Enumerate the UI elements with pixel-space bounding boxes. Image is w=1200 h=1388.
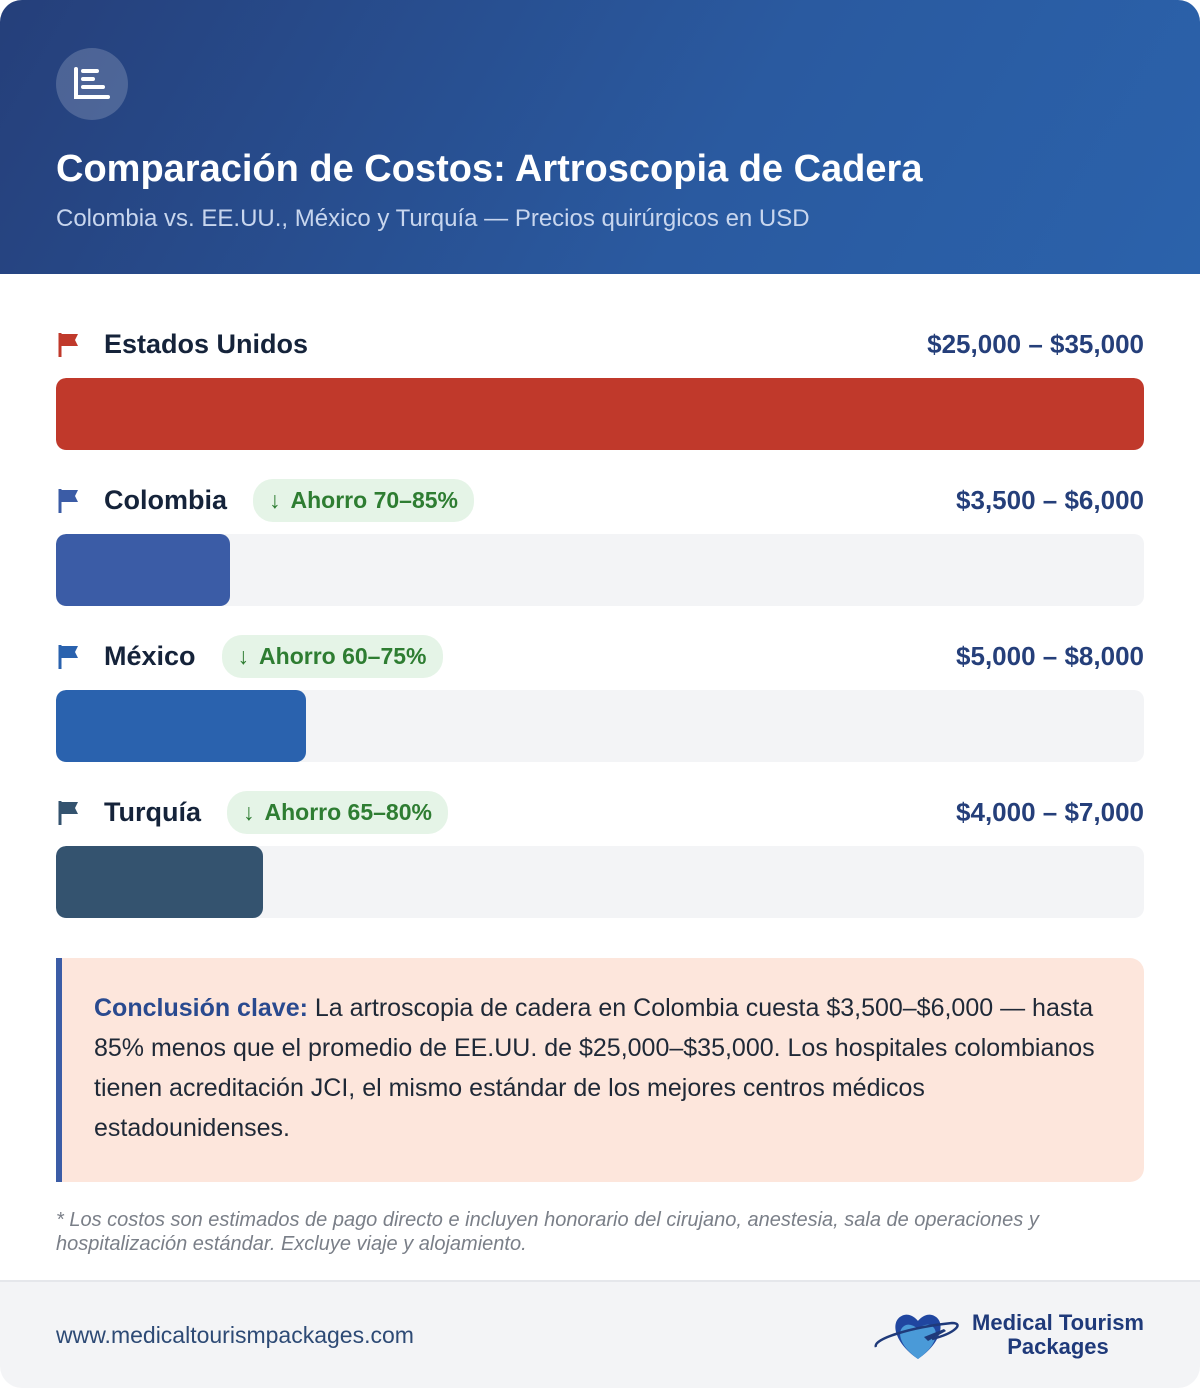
price-label: $5,000 – $8,000	[956, 640, 1144, 671]
conclusion-text: La artroscopia de cadera en Colombia cue…	[94, 994, 1095, 1142]
chart-rows: Estados Unidos $25,000 – $35,000 Colombia ↓…	[0, 274, 1200, 918]
website-link[interactable]: www.medicaltourismpackages.com	[56, 1321, 414, 1348]
price-label: $3,500 – $6,000	[956, 484, 1144, 515]
flag-icon	[58, 333, 78, 357]
bar	[56, 846, 263, 918]
country-label: Estados Unidos	[104, 328, 309, 359]
bar	[56, 690, 307, 762]
bar-chart-icon	[56, 48, 128, 120]
heart-plane-logo-icon	[874, 1314, 959, 1359]
arrow-down-icon: ↓	[269, 486, 281, 513]
savings-text: Ahorro 65–80%	[264, 798, 432, 825]
savings-badge: ↓ Ahorro 65–80%	[227, 790, 448, 834]
arrow-down-icon: ↓	[237, 642, 250, 669]
price-label: $25,000 – $35,000	[927, 328, 1144, 359]
bar-row: México ↓ Ahorro 60–75% $5,000 – $8,000	[56, 634, 1144, 762]
bar-track	[56, 846, 1144, 918]
bar	[56, 534, 231, 606]
footer: www.medicaltourismpackages.com Medical T…	[0, 1280, 1200, 1388]
logo-line1: Medical Tourism	[972, 1310, 1144, 1335]
footnote: * Los costos son estimados de pago direc…	[56, 1209, 1039, 1255]
flag-icon	[58, 489, 78, 513]
bar-row: Colombia ↓ Ahorro 70–85% $3,500 – $6,000	[56, 478, 1144, 606]
savings-badge: ↓ Ahorro 70–85%	[253, 478, 474, 522]
bar	[56, 378, 1144, 450]
logo-line2: Packages	[1007, 1334, 1109, 1359]
bar-track	[56, 378, 1144, 450]
page-title: Comparación de Costos: Artroscopia de Ca…	[56, 148, 923, 190]
savings-text: Ahorro 60–75%	[259, 642, 427, 669]
savings-text: Ahorro 70–85%	[290, 486, 458, 513]
savings-badge: ↓ Ahorro 60–75%	[221, 634, 443, 678]
country-label: México	[104, 640, 196, 671]
bar-row: Turquía ↓ Ahorro 65–80% $4,000 – $7,000	[56, 790, 1144, 918]
conclusion-label: Conclusión clave:	[94, 994, 308, 1022]
country-label: Colombia	[104, 484, 228, 515]
bar-row: Estados Unidos $25,000 – $35,000	[56, 322, 1144, 450]
brand-logo: Medical Tourism Packages	[872, 1309, 1144, 1361]
bar-track	[56, 534, 1144, 606]
header: Comparación de Costos: Artroscopia de Ca…	[0, 0, 1200, 274]
flag-icon	[58, 645, 78, 669]
page-subtitle: Colombia vs. EE.UU., México y Turquía — …	[56, 205, 810, 232]
flag-icon	[58, 801, 78, 825]
price-label: $4,000 – $7,000	[956, 796, 1144, 827]
conclusion-box: Conclusión clave: La artroscopia de cade…	[56, 958, 1144, 1182]
country-label: Turquía	[104, 796, 201, 827]
arrow-down-icon: ↓	[243, 798, 255, 825]
bar-track	[56, 690, 1144, 762]
